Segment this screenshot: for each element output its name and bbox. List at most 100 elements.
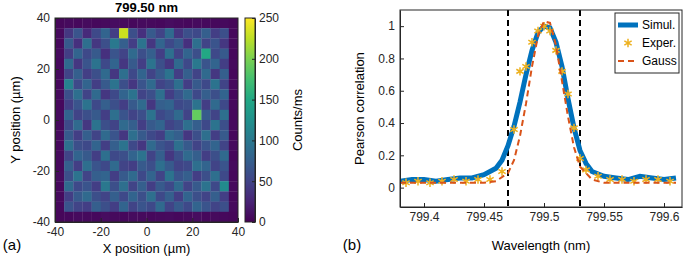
heat-cell bbox=[64, 181, 73, 192]
heat-cell bbox=[64, 140, 73, 151]
marker bbox=[522, 62, 529, 70]
heat-cell bbox=[119, 181, 128, 192]
legend-line bbox=[618, 60, 638, 62]
heat-cell bbox=[192, 191, 201, 202]
heat-cell bbox=[128, 28, 137, 39]
heat-cell bbox=[192, 130, 201, 141]
heat-cell bbox=[229, 191, 238, 202]
heat-cell bbox=[165, 79, 174, 90]
heat-cell bbox=[174, 202, 183, 213]
heat-cell bbox=[156, 171, 165, 182]
heat-cell bbox=[128, 212, 137, 222]
heat-cell bbox=[192, 89, 201, 100]
heat-cell bbox=[220, 140, 229, 151]
heat-cell bbox=[64, 110, 73, 121]
plot-frame bbox=[400, 10, 682, 207]
heat-cell bbox=[201, 28, 210, 39]
heat-cell bbox=[137, 59, 146, 70]
heat-cell bbox=[101, 171, 110, 182]
heat-cell bbox=[119, 59, 128, 70]
heat-cell bbox=[64, 130, 73, 141]
heat-cell bbox=[183, 181, 192, 192]
heat-cell bbox=[82, 130, 91, 141]
heat-cell bbox=[119, 140, 128, 151]
heat-cell bbox=[229, 202, 238, 213]
heatmap bbox=[55, 18, 238, 222]
heat-cell bbox=[229, 171, 238, 182]
tick-mark bbox=[544, 203, 545, 207]
heat-cell bbox=[92, 151, 101, 162]
heat-cell bbox=[220, 28, 229, 39]
heat-cell bbox=[92, 161, 101, 172]
heat-cell bbox=[174, 161, 183, 172]
colorbar-title: Counts/ms bbox=[290, 88, 305, 151]
tick-label: -20 bbox=[33, 164, 51, 178]
tick-mark bbox=[238, 218, 239, 222]
heat-cell bbox=[201, 49, 210, 60]
heat-cell bbox=[73, 59, 82, 70]
legend-label: Simul. bbox=[642, 18, 675, 32]
heat-cell bbox=[110, 140, 119, 151]
heat-cell bbox=[137, 79, 146, 90]
x-axis: -40-2002040 bbox=[47, 218, 246, 239]
heat-cell bbox=[201, 79, 210, 90]
x-axis: 799.4799.45799.5799.55799.6 bbox=[401, 203, 683, 224]
heat-cell bbox=[156, 191, 165, 202]
heat-cell bbox=[211, 120, 220, 131]
tick: 0.4 bbox=[378, 116, 404, 130]
heat-cell bbox=[110, 191, 119, 202]
heat-cell bbox=[174, 59, 183, 70]
heat-cell bbox=[174, 49, 183, 60]
heat-cell bbox=[128, 130, 137, 141]
heat-cell bbox=[92, 18, 101, 29]
heat-cell bbox=[220, 191, 229, 202]
heat-cell bbox=[211, 212, 220, 222]
heat-cell bbox=[174, 212, 183, 222]
heat-cell bbox=[156, 38, 165, 49]
heat-cell bbox=[192, 79, 201, 90]
heat-cell bbox=[82, 120, 91, 131]
heat-cell bbox=[229, 151, 238, 162]
heat-cell bbox=[92, 181, 101, 192]
panel-label: (b) bbox=[343, 236, 361, 253]
heat-cell bbox=[201, 140, 210, 151]
heat-cell bbox=[192, 18, 201, 29]
x-axis-title: Wavelength (nm) bbox=[492, 238, 591, 253]
heat-cell bbox=[92, 120, 101, 131]
heat-cell bbox=[55, 181, 64, 192]
heat-cell bbox=[156, 69, 165, 80]
heat-cell bbox=[156, 120, 165, 131]
heat-cell bbox=[55, 38, 64, 49]
tick-label: 0 bbox=[388, 181, 395, 195]
tick-label: 0.8 bbox=[378, 52, 395, 66]
heat-cell bbox=[147, 161, 156, 172]
heat-cell bbox=[156, 161, 165, 172]
tick: 40 bbox=[37, 11, 59, 25]
heat-cell bbox=[92, 59, 101, 70]
heat-cell bbox=[101, 212, 110, 222]
heat-cell bbox=[165, 181, 174, 192]
heat-cell bbox=[119, 212, 128, 222]
tick-label: 0.4 bbox=[378, 116, 395, 130]
tick-label: 20 bbox=[186, 225, 200, 239]
heat-cell bbox=[110, 38, 119, 49]
heat-cell bbox=[174, 181, 183, 192]
heat-cell bbox=[220, 161, 229, 172]
heat-cell bbox=[183, 171, 192, 182]
heat-cell bbox=[119, 69, 128, 80]
heat-cell bbox=[220, 89, 229, 100]
heat-cell bbox=[211, 100, 220, 111]
heat-cell bbox=[183, 38, 192, 49]
heat-cell bbox=[110, 181, 119, 192]
heat-cell bbox=[73, 120, 82, 131]
heat-cell bbox=[174, 100, 183, 111]
heat-cell bbox=[147, 18, 156, 29]
tick: 200 bbox=[252, 52, 279, 66]
heat-cell bbox=[201, 120, 210, 131]
heat-cell bbox=[229, 110, 238, 121]
heat-cell bbox=[82, 140, 91, 151]
heat-cell bbox=[192, 161, 201, 172]
heat-cell bbox=[82, 110, 91, 121]
heat-cell bbox=[201, 100, 210, 111]
heat-cell bbox=[201, 181, 210, 192]
